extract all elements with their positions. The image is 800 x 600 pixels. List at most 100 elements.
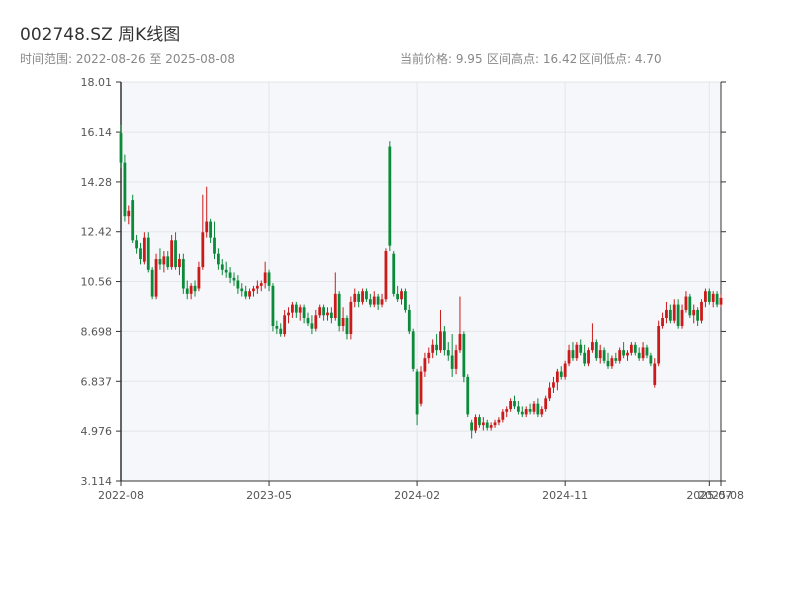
- candle-body: [279, 328, 283, 335]
- candle-body: [189, 285, 193, 294]
- candle-body: [563, 363, 567, 377]
- candle-body: [419, 371, 423, 404]
- candle-body: [458, 334, 462, 351]
- candle-body: [294, 304, 298, 313]
- x-tick-label: 2025-08: [698, 489, 744, 502]
- candle-body: [368, 299, 372, 305]
- candle-body: [707, 291, 711, 302]
- candle-body: [400, 291, 403, 300]
- candle-body: [255, 285, 259, 289]
- candle-body: [629, 344, 633, 353]
- candle-body: [657, 326, 661, 364]
- candle-body: [548, 387, 551, 399]
- candle-body: [536, 403, 540, 415]
- candle-body: [123, 162, 127, 217]
- candle-body: [146, 237, 150, 270]
- candle-body: [291, 304, 294, 313]
- candle-body: [119, 133, 123, 163]
- x-tick-label: 2022-08: [98, 489, 144, 502]
- candle-body: [696, 309, 700, 321]
- candle-body: [454, 350, 458, 369]
- candle-body: [622, 350, 625, 356]
- candle-body: [396, 293, 400, 300]
- candle-body: [509, 401, 513, 410]
- candle-body: [704, 291, 707, 302]
- candle-body: [470, 422, 474, 431]
- candle-body: [594, 342, 598, 359]
- candle-body: [240, 288, 244, 292]
- candle-body: [606, 360, 610, 367]
- candle-body: [139, 248, 142, 260]
- candle-body: [641, 347, 645, 359]
- candle-body: [427, 352, 431, 359]
- candle-body: [166, 256, 170, 268]
- candle-body: [314, 315, 318, 329]
- candle-body: [618, 350, 622, 361]
- candle-body: [602, 350, 606, 361]
- candle-body: [567, 350, 571, 364]
- candle-body: [310, 323, 314, 329]
- y-tick-label: 14.28: [81, 176, 113, 189]
- candle-body: [158, 259, 162, 265]
- candle-body: [197, 267, 201, 289]
- candle-body: [142, 237, 146, 262]
- candle-body: [715, 293, 719, 305]
- candle-body: [341, 317, 345, 327]
- candle-body: [481, 422, 485, 426]
- candle-body: [236, 280, 240, 289]
- candle-body: [361, 291, 364, 302]
- candle-body: [688, 296, 692, 316]
- candle-body: [283, 315, 287, 335]
- candle-body: [337, 293, 341, 327]
- x-tick-label: 2024-11: [542, 489, 588, 502]
- candle-body: [485, 422, 489, 428]
- candle-body: [193, 285, 197, 292]
- y-tick-label: 18.01: [81, 76, 113, 89]
- candle-body: [244, 291, 248, 297]
- candle-body: [497, 419, 501, 423]
- candle-body: [711, 293, 715, 302]
- candle-body: [668, 309, 672, 321]
- candle-body: [442, 331, 446, 351]
- candle-body: [719, 297, 723, 305]
- candle-body: [388, 146, 392, 246]
- y-tick-label: 12.42: [81, 226, 113, 239]
- candle-body: [637, 352, 641, 359]
- y-tick-label: 6.837: [81, 375, 113, 388]
- candle-body: [439, 331, 442, 351]
- candle-body: [423, 358, 427, 372]
- candle-body: [326, 312, 329, 316]
- candle-body: [306, 317, 310, 324]
- candle-body: [672, 304, 676, 321]
- candle-body: [520, 411, 524, 415]
- candle-body: [587, 350, 590, 364]
- candle-body: [446, 350, 450, 356]
- candle-body: [252, 288, 255, 292]
- candle-body: [528, 409, 532, 412]
- candle-body: [665, 309, 668, 318]
- candle-body: [271, 285, 275, 327]
- candle-body: [559, 371, 563, 377]
- candle-body: [178, 259, 181, 268]
- candle-body: [692, 309, 696, 316]
- candle-body: [263, 272, 267, 284]
- stat-current: 当前价格: 9.95: [400, 51, 483, 66]
- candle-body: [591, 342, 594, 351]
- candle-body: [181, 259, 185, 289]
- x-tick-label: 2024-02: [394, 489, 440, 502]
- candle-body: [513, 401, 516, 407]
- candle-body: [598, 350, 602, 359]
- candle-body: [201, 232, 205, 268]
- candle-body: [450, 355, 454, 369]
- candle-body: [302, 307, 306, 318]
- candle-body: [174, 240, 177, 268]
- candle-body: [318, 307, 322, 316]
- candle-body: [232, 277, 236, 281]
- candle-body: [205, 221, 209, 233]
- candle-body: [135, 240, 138, 249]
- date-range: 时间范围: 2022-08-26 至 2025-08-08: [20, 52, 235, 66]
- candle-body: [555, 371, 559, 383]
- candle-body: [217, 253, 220, 265]
- stat-low: 区间低点: 4.70: [579, 52, 662, 66]
